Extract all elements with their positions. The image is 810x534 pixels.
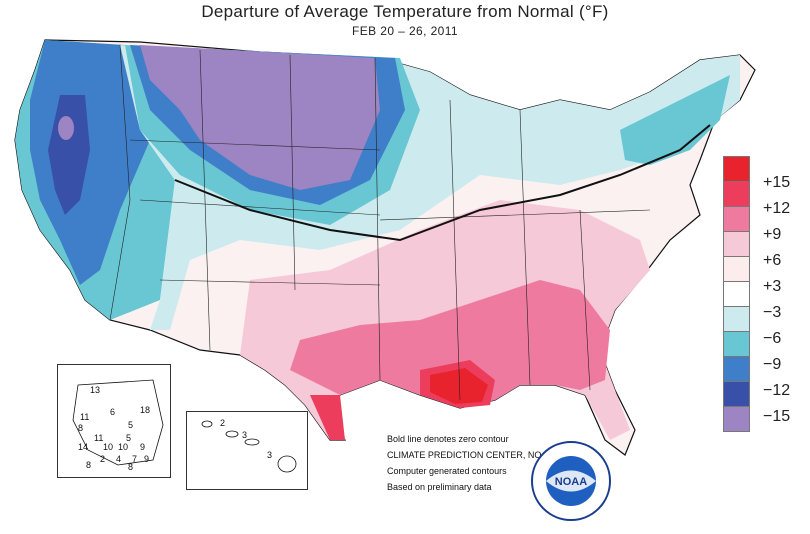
legend-label: −9 [763,356,782,373]
hawaii-inset: 2 3 3 [186,411,308,490]
legend-label: +6 [763,252,782,269]
ak-value: 8 [128,462,134,472]
ak-value: 5 [128,420,134,430]
hawaii-map [201,420,297,473]
legend-label: −15 [763,408,791,425]
ak-value: 8 [86,460,92,470]
region-cyan-northeast [620,75,730,165]
ak-value: 9 [140,442,146,452]
legend-swatch [723,381,750,407]
ak-value: 5 [126,433,132,443]
note-cpc: CLIMATE PREDICTION CENTER, NOAA [387,450,554,460]
ak-value: 4 [116,454,122,464]
legend-swatch [723,181,750,207]
legend-swatch [723,356,750,382]
legend-swatch [723,256,750,282]
noaa-logo-text: NOAA [555,476,587,488]
legend-swatch [723,331,750,357]
legend-label: −12 [763,382,791,399]
region-brightred-gulf [430,368,488,404]
ak-value: 11 [80,412,90,422]
state-lines [109,44,651,401]
ak-value: 6 [110,407,116,417]
note-zero-contour: Bold line denotes zero contour [387,434,509,444]
ak-value: 14 [78,442,89,452]
note-preliminary: Based on preliminary data [387,482,492,492]
map-subtitle: FEB 20 – 26, 2011 [352,24,458,38]
ak-value: 18 [140,405,151,415]
alaska-inset: 13 18 11 6 8 5 11 14 10 9 10 8 2 4 5 7 9… [57,364,171,478]
legend-label: +9 [763,226,782,243]
region-purple-spot [58,116,74,140]
region-rose-south [290,280,610,408]
ak-value: 8 [78,423,84,433]
legend-swatch [723,406,750,432]
hi-value: 3 [242,430,248,440]
alaska-map [72,379,164,466]
legend-label: +3 [763,278,782,295]
zero-contour [174,124,711,242]
ak-value: 9 [144,454,150,464]
legend-swatch [723,281,750,307]
region-purple-north [140,45,380,190]
ak-value: 7 [132,454,138,464]
ak-value: 13 [90,385,101,395]
ak-value: 2 [100,454,106,464]
noaa-logo: NOAA [531,441,611,521]
ak-value: 10 [118,442,129,452]
hi-value: 2 [220,418,226,428]
note-computer-generated: Computer generated contours [387,466,507,476]
legend-label: −6 [763,330,782,347]
legend-label: +15 [763,174,791,191]
legend-swatch [723,156,750,182]
ak-value: 11 [94,433,104,443]
legend-label: −3 [763,304,782,321]
legend-swatch [723,206,750,232]
map-title: Departure of Average Temperature from No… [201,2,609,21]
legend-swatch [723,306,750,332]
ak-value: 10 [103,442,114,452]
legend-label: +12 [763,200,791,217]
legend-swatch [723,231,750,257]
hi-value: 3 [267,450,273,460]
